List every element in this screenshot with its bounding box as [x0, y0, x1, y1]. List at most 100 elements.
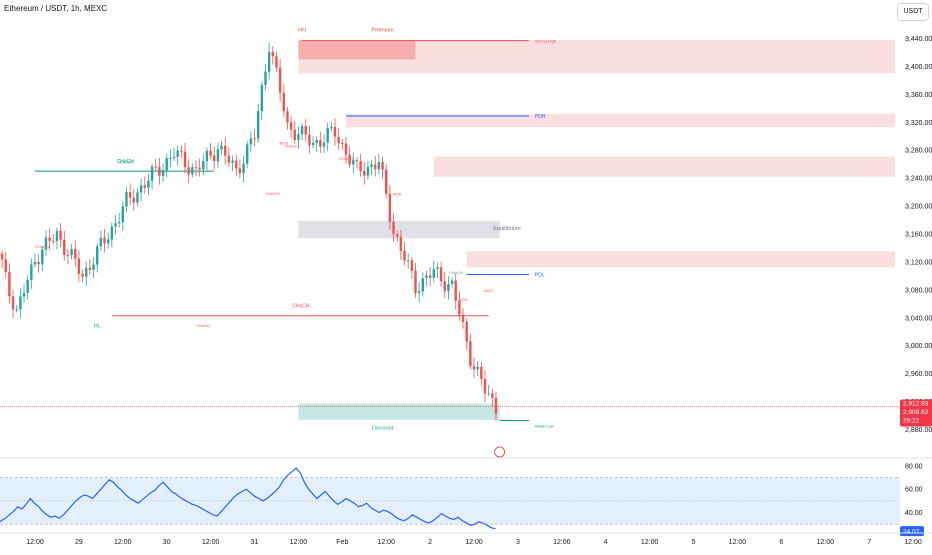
candle-body — [161, 170, 165, 176]
candle-body — [216, 149, 220, 162]
candle-body — [66, 254, 70, 256]
candle-body — [245, 144, 249, 164]
candle-body — [436, 267, 439, 270]
candle-body — [52, 240, 55, 242]
candle-body — [425, 275, 428, 279]
annotation-choch: CHoCH — [339, 156, 353, 161]
candle-body — [469, 341, 472, 367]
candle-body — [198, 167, 201, 170]
candle-body — [458, 300, 461, 315]
candle-body — [95, 246, 99, 265]
candle-body — [439, 267, 443, 282]
candle-body — [322, 142, 326, 147]
price-tick-label: 3,240.00 — [905, 176, 932, 183]
price-tick-label: 3,040.00 — [905, 315, 932, 322]
candle-body — [180, 150, 183, 152]
price-tick-label: 3,200.00 — [905, 204, 932, 211]
annotation-discount: Discount — [372, 426, 394, 432]
annotation-bos: BOS — [280, 141, 289, 146]
candle-body — [315, 140, 318, 143]
candle-body — [392, 221, 395, 235]
candle-body — [267, 51, 271, 72]
candle-body — [48, 237, 51, 241]
flash-icon[interactable] — [494, 446, 506, 458]
currency-button[interactable]: USDT — [897, 3, 929, 21]
current-price-second-value: 2,909.63 — [903, 409, 929, 416]
candle-body — [125, 192, 128, 207]
candle-body — [414, 270, 417, 294]
current-price-value: 2,912.93 — [903, 401, 929, 408]
time-tick-label: 6 — [779, 539, 783, 546]
time-tick-label: 30 — [163, 539, 171, 546]
rsi-tick-label: 60.00 — [905, 487, 923, 494]
annotation-premium: Premium — [372, 27, 394, 33]
time-tick-label: 31 — [251, 539, 259, 546]
pdl-label: PDL — [535, 273, 545, 279]
candle-body — [110, 226, 114, 240]
price-tick-label: 3,160.00 — [905, 232, 932, 239]
candle-body — [191, 167, 194, 175]
candle-body — [410, 260, 414, 271]
symbol-title[interactable]: Ethereum / USDT, 1h, MEXC — [4, 4, 108, 13]
strong_high-label: Strong High — [535, 39, 556, 44]
candle-body — [194, 167, 198, 169]
candle-body — [37, 262, 40, 265]
time-tick-label: 12:00 — [729, 539, 747, 546]
candle-body — [450, 280, 454, 284]
candle-body — [348, 154, 351, 165]
candle-body — [183, 151, 187, 168]
candle-body — [447, 283, 450, 291]
candle-body — [70, 249, 73, 256]
candle-body — [88, 267, 92, 270]
candle-body — [256, 111, 260, 139]
candle-body — [275, 56, 278, 68]
candles-layer — [0, 42, 498, 421]
time-tick-label: 29 — [75, 539, 83, 546]
candle-body — [260, 84, 264, 112]
price-tick-label: 2,960.00 — [905, 371, 932, 378]
annotation-bos: BOS — [484, 288, 493, 293]
annotation-bos: BOS — [393, 192, 402, 197]
annotation-choch: CHoCH — [120, 159, 134, 164]
candle-body — [480, 366, 483, 379]
current-price-tag[interactable] — [900, 399, 932, 427]
candle-body — [114, 223, 117, 227]
candle-body — [77, 258, 81, 274]
time-tick-label: 12:00 — [904, 539, 922, 546]
price-tick-label: 3,080.00 — [905, 287, 932, 294]
candle-body — [359, 161, 362, 171]
price-tick-label: 3,280.00 — [905, 148, 932, 155]
rsi-value-tag[interactable] — [900, 526, 924, 537]
annotations-layer: HH Premium HL CHoCH CHoCH Equilibrium Discount… — [35, 27, 521, 458]
candle-body — [74, 249, 77, 259]
candle-body — [363, 170, 366, 176]
candle-body — [139, 185, 143, 193]
supply-zone — [466, 251, 895, 268]
candle-body — [224, 145, 227, 156]
candle-body — [388, 193, 392, 222]
candle-body — [158, 167, 161, 176]
candle-body — [355, 160, 359, 162]
candle-body — [172, 156, 176, 158]
annotation-choch: CHoCH — [284, 143, 298, 148]
time-tick-label: 7 — [867, 539, 871, 546]
candle-body — [132, 197, 135, 203]
candle-body — [44, 237, 48, 250]
candle-body — [300, 126, 304, 135]
time-tick-label: 12:00 — [114, 539, 132, 546]
equilibrium-zone — [298, 220, 500, 239]
candle-body — [19, 296, 22, 310]
time-tick-label: 3 — [516, 539, 520, 546]
price-tick-label: 3,000.00 — [905, 343, 932, 350]
candle-body — [443, 281, 446, 291]
candle-body — [176, 150, 179, 157]
candle-body — [333, 127, 337, 137]
candle-body — [26, 279, 29, 294]
time-tick-label: 12:00 — [26, 539, 44, 546]
candle-body — [374, 164, 377, 170]
candle-body — [286, 111, 289, 123]
candle-body — [213, 155, 216, 162]
candle-body — [264, 71, 267, 85]
